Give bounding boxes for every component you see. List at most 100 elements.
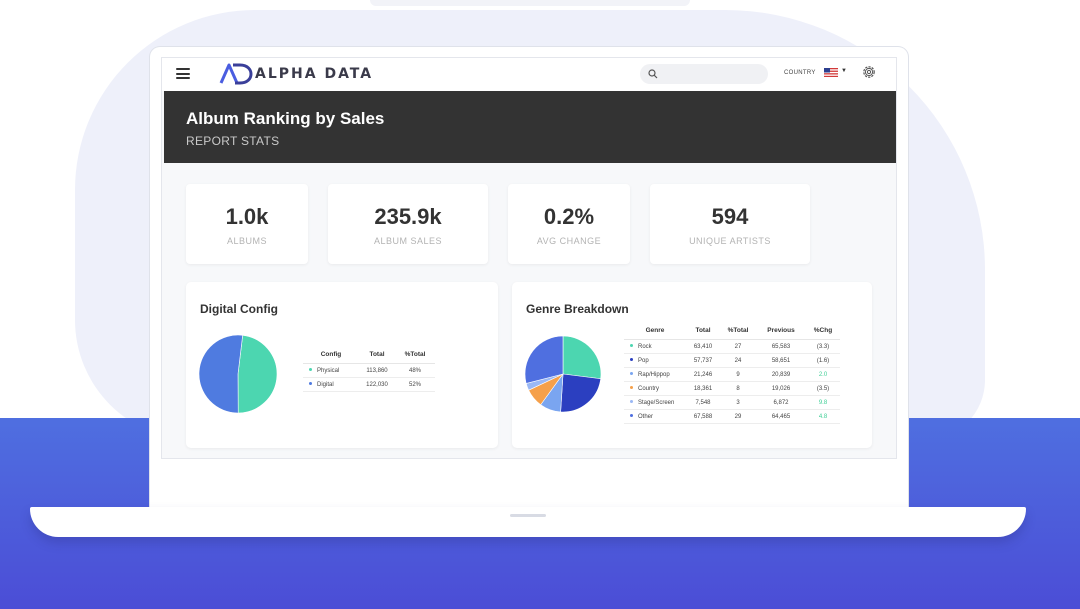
card-title: Digital Config [200, 302, 278, 316]
table-row: Physical 113,860 48% [303, 363, 435, 378]
legend-dot-icon [309, 368, 312, 372]
pie-slice-pop [560, 373, 602, 413]
gear-icon[interactable] [861, 64, 877, 80]
pie-slice-digital [198, 334, 244, 414]
stat-label: UNIQUE ARTISTS [689, 236, 771, 246]
table-cell-previous: 19,026 [756, 381, 806, 396]
genre-breakdown-card: Genre Breakdown Genre Total %Total Previ… [512, 282, 872, 448]
genre-breakdown-pie-chart [524, 335, 602, 413]
table-row: Rap/Hippop 21,246 9 20,839 2.0 [624, 367, 840, 382]
laptop-base [30, 507, 1026, 537]
table-cell-total: 18,361 [686, 381, 720, 396]
table-cell-total: 122,030 [359, 377, 395, 392]
table-cell-genre: Stage/Screen [624, 395, 686, 410]
stat-card-albums: 1.0k ALBUMS [186, 184, 308, 264]
table-cell-pct: 48% [395, 363, 435, 378]
alpha-data-logo-icon [219, 63, 253, 85]
chevron-down-icon[interactable]: ▼ [841, 68, 847, 74]
stat-card-unique-artists: 594 UNIQUE ARTISTS [650, 184, 810, 264]
column-header: Total [359, 348, 395, 364]
legend-dot-icon [630, 386, 633, 390]
table-cell-pct: 9 [720, 367, 756, 382]
legend-dot-icon [309, 382, 312, 386]
table-cell-previous: 6,872 [756, 395, 806, 410]
stat-label: ALBUM SALES [373, 236, 443, 246]
table-cell-change: (1.6) [806, 353, 840, 368]
stat-value: 1.0k [225, 204, 269, 229]
stat-label: AVG CHANGE [536, 236, 602, 246]
table-cell-total: 57,737 [686, 353, 720, 368]
table-row: Country 18,361 8 19,026 (3.5) [624, 381, 840, 396]
country-label: COUNTRY [784, 70, 816, 76]
stat-value: 0.2% [543, 204, 595, 229]
table-cell-pct: 52% [395, 377, 435, 392]
digital-config-table: Config Total %Total Physical 113,860 48%… [303, 348, 435, 392]
table-cell-total: 63,410 [686, 339, 720, 354]
column-header: Genre [624, 324, 686, 340]
table-cell-genre: Country [624, 381, 686, 396]
table-cell-previous: 20,839 [756, 367, 806, 382]
legend-dot-icon [630, 400, 633, 404]
table-cell-change: 9.8 [806, 395, 840, 410]
table-cell-total: 21,246 [686, 367, 720, 382]
table-cell-genre: Other [624, 409, 686, 424]
table-cell-genre: Pop [624, 353, 686, 368]
pie-slice-other [524, 335, 564, 384]
table-header-row: Config Total %Total [303, 348, 435, 364]
report-header: Album Ranking by Sales REPORT STATS [164, 91, 896, 163]
stat-value: 235.9k [374, 204, 442, 229]
stat-card-avg-change: 0.2% AVG CHANGE [508, 184, 630, 264]
top-bar: ALPHA DATA COUNTRY ▼ [162, 58, 896, 91]
page-subtitle: REPORT STATS [186, 134, 280, 148]
table-cell-pct: 24 [720, 353, 756, 368]
table-cell-config: Digital [303, 377, 359, 392]
table-cell-previous: 58,651 [756, 353, 806, 368]
legend-dot-icon [630, 358, 633, 362]
table-cell-config: Physical [303, 363, 359, 378]
digital-config-card: Digital Config Config Total %Total Physi… [186, 282, 498, 448]
table-row: Other 67,588 29 64,465 4.8 [624, 409, 840, 424]
table-cell-pct: 27 [720, 339, 756, 354]
table-cell-genre: Rap/Hippop [624, 367, 686, 382]
column-header: %Chg [806, 324, 840, 340]
table-cell-change: (3.5) [806, 381, 840, 396]
table-row: Pop 57,737 24 58,651 (1.6) [624, 353, 840, 368]
pie-slice-physical [237, 334, 278, 414]
stat-value: 594 [711, 204, 749, 229]
table-row: Stage/Screen 7,548 3 6,872 9.8 [624, 395, 840, 410]
table-cell-change: 2.0 [806, 367, 840, 382]
legend-dot-icon [630, 372, 633, 376]
us-flag-icon[interactable] [824, 68, 838, 77]
table-row: Rock 63,410 27 65,583 (3.3) [624, 339, 840, 354]
table-cell-total: 7,548 [686, 395, 720, 410]
table-row: Digital 122,030 52% [303, 377, 435, 392]
search-input[interactable] [640, 64, 768, 84]
column-header: %Total [720, 324, 756, 340]
legend-dot-icon [630, 414, 633, 418]
hamburger-menu-icon[interactable] [176, 68, 190, 79]
card-title: Genre Breakdown [526, 302, 629, 316]
table-cell-change: 4.8 [806, 409, 840, 424]
column-header: Previous [756, 324, 806, 340]
table-cell-total: 113,860 [359, 363, 395, 378]
decorative-pill [370, 0, 690, 6]
table-cell-change: (3.3) [806, 339, 840, 354]
column-header: %Total [395, 348, 435, 364]
table-header-row: Genre Total %Total Previous %Chg [624, 324, 840, 340]
table-cell-pct: 29 [720, 409, 756, 424]
table-cell-pct: 3 [720, 395, 756, 410]
pie-slice-rock [562, 335, 602, 380]
stat-label: ALBUMS [226, 236, 267, 246]
table-cell-previous: 65,583 [756, 339, 806, 354]
table-cell-previous: 64,465 [756, 409, 806, 424]
table-cell-total: 67,588 [686, 409, 720, 424]
digital-config-pie-chart [198, 334, 278, 414]
table-cell-pct: 8 [720, 381, 756, 396]
laptop-notch [510, 514, 546, 517]
brand-name[interactable]: ALPHA DATA [255, 66, 374, 82]
page-title: Album Ranking by Sales [186, 109, 385, 128]
genre-breakdown-table: Genre Total %Total Previous %Chg Rock 63… [624, 324, 840, 424]
search-icon [648, 69, 658, 79]
column-header: Config [303, 348, 359, 364]
stat-card-album-sales: 235.9k ALBUM SALES [328, 184, 488, 264]
